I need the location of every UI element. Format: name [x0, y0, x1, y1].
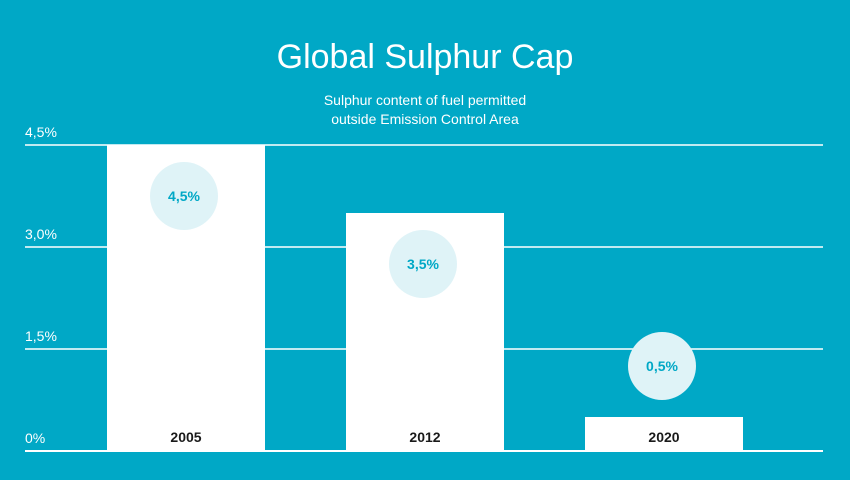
bar-2020	[585, 417, 743, 451]
category-label-2012: 2012	[409, 429, 440, 445]
y-tick-label-1: 1,5%	[25, 328, 57, 344]
data-label-2012: 3,5%	[407, 256, 439, 272]
data-label-2005: 4,5%	[168, 188, 200, 204]
chart-subtitle: Sulphur content of fuel permitted outsid…	[0, 91, 850, 129]
category-label-2020: 2020	[648, 429, 679, 445]
y-tick-label-0: 0%	[25, 430, 45, 446]
value-bubble-2012	[389, 230, 457, 298]
subtitle-line-1: Sulphur content of fuel permitted	[323, 92, 527, 108]
chart-title: Global Sulphur Cap	[276, 38, 574, 76]
category-label-2005: 2005	[170, 429, 201, 445]
subtitle-line-2: outside Emission Control Area	[331, 111, 519, 127]
value-bubble-2020	[628, 332, 696, 400]
y-tick-label-3: 4,5%	[25, 124, 57, 140]
y-tick-label-2: 3,0%	[25, 226, 57, 242]
value-bubble-2005	[150, 162, 218, 230]
data-label-2020: 0,5%	[646, 358, 678, 374]
